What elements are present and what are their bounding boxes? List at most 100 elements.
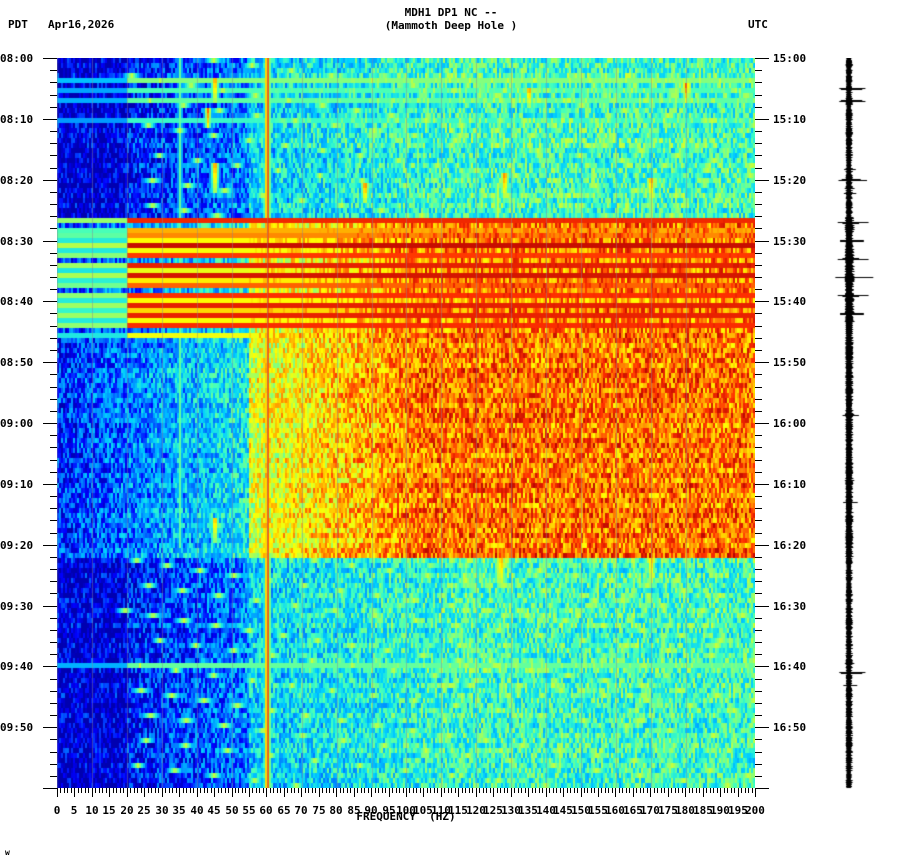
freq-label: 40 — [190, 804, 204, 817]
freq-tick-minor — [291, 788, 292, 793]
freq-tick-minor — [60, 788, 61, 793]
freq-tick-minor — [298, 788, 299, 793]
freq-tick-minor — [525, 788, 526, 793]
freq-label: 60 — [259, 804, 273, 817]
time-tick-minor — [755, 399, 762, 400]
freq-tick-major — [249, 788, 250, 797]
freq-tick-minor — [430, 788, 431, 793]
time-label-pdt: 09:30 — [0, 600, 34, 613]
time-tick-major — [43, 606, 57, 607]
freq-tick-minor — [385, 788, 386, 793]
freq-tick-minor — [500, 788, 501, 793]
freq-tick-major — [668, 788, 669, 797]
freq-label: 145 — [553, 804, 573, 817]
freq-label: 135 — [518, 804, 538, 817]
freq-tick-minor — [165, 788, 166, 793]
freq-tick-minor — [176, 788, 177, 793]
time-tick-minor — [755, 715, 762, 716]
freq-tick-minor — [706, 788, 707, 793]
time-tick-minor — [755, 411, 762, 412]
freq-tick-minor — [556, 788, 557, 793]
freq-tick-minor — [535, 788, 536, 793]
freq-tick-major — [197, 788, 198, 797]
time-label-pdt: 08:40 — [0, 295, 34, 308]
freq-tick-minor — [347, 788, 348, 793]
freq-tick-minor — [577, 788, 578, 793]
freq-label: 75 — [312, 804, 326, 817]
time-tick-minor — [755, 630, 762, 631]
freq-tick-major — [127, 788, 128, 797]
freq-tick-minor — [235, 788, 236, 793]
freq-tick-minor — [155, 788, 156, 793]
page-title: MDH1 DP1 NC -- — [404, 6, 498, 19]
freq-tick-major — [423, 788, 424, 797]
time-tick-minor — [755, 253, 762, 254]
freq-tick-minor — [654, 788, 655, 793]
time-tick-minor — [50, 496, 57, 497]
time-tick-minor — [755, 520, 762, 521]
freq-tick-minor — [636, 788, 637, 793]
freq-label: 185 — [693, 804, 713, 817]
freq-tick-minor — [601, 788, 602, 793]
freq-tick-minor — [322, 788, 323, 793]
freq-tick-minor — [465, 788, 466, 793]
freq-tick-minor — [741, 788, 742, 793]
time-tick-major — [43, 362, 57, 363]
freq-label: 120 — [466, 804, 486, 817]
time-label-utc: 16:40 — [773, 660, 807, 673]
freq-tick-minor — [280, 788, 281, 793]
time-tick-major — [755, 666, 769, 667]
time-tick-minor — [50, 143, 57, 144]
freq-tick-minor — [675, 788, 676, 793]
time-tick-minor — [755, 192, 762, 193]
time-tick-major — [43, 58, 57, 59]
time-tick-minor — [755, 313, 762, 314]
time-tick-major — [755, 727, 769, 728]
time-tick-minor — [50, 739, 57, 740]
freq-tick-minor — [409, 788, 410, 793]
freq-tick-minor — [734, 788, 735, 793]
time-tick-minor — [50, 216, 57, 217]
freq-tick-minor — [172, 788, 173, 793]
freq-tick-minor — [375, 788, 376, 793]
freq-tick-minor — [273, 788, 274, 793]
time-tick-minor — [50, 508, 57, 509]
freq-label: 150 — [571, 804, 591, 817]
time-tick-minor — [755, 82, 762, 83]
time-tick-minor — [50, 679, 57, 680]
freq-tick-minor — [403, 788, 404, 793]
freq-tick-minor — [368, 788, 369, 793]
freq-tick-minor — [710, 788, 711, 793]
freq-label: 130 — [501, 804, 521, 817]
freq-tick-minor — [699, 788, 700, 793]
freq-tick-major — [546, 788, 547, 797]
freq-label: 30 — [155, 804, 169, 817]
freq-tick-minor — [574, 788, 575, 793]
freq-tick-minor — [245, 788, 246, 793]
freq-tick-minor — [594, 788, 595, 793]
freq-label: 105 — [413, 804, 433, 817]
time-tick-minor — [50, 204, 57, 205]
time-label-utc: 15:00 — [773, 52, 807, 65]
time-tick-minor — [755, 618, 762, 619]
freq-tick-minor — [242, 788, 243, 793]
time-tick-minor — [50, 338, 57, 339]
time-tick-minor — [50, 192, 57, 193]
time-tick-minor — [755, 508, 762, 509]
timezone-label-left: PDT — [8, 18, 28, 31]
freq-tick-major — [371, 788, 372, 797]
corner-artifact: w — [5, 848, 10, 857]
freq-tick-minor — [497, 788, 498, 793]
freq-tick-minor — [657, 788, 658, 793]
time-tick-minor — [755, 447, 762, 448]
freq-tick-minor — [102, 788, 103, 793]
time-tick-minor — [50, 569, 57, 570]
time-tick-minor — [755, 204, 762, 205]
time-tick-minor — [755, 460, 762, 461]
time-tick-major — [43, 545, 57, 546]
time-tick-minor — [50, 131, 57, 132]
time-label-utc: 16:10 — [773, 478, 807, 491]
freq-label: 110 — [431, 804, 451, 817]
freq-label: 165 — [623, 804, 643, 817]
time-tick-minor — [755, 374, 762, 375]
